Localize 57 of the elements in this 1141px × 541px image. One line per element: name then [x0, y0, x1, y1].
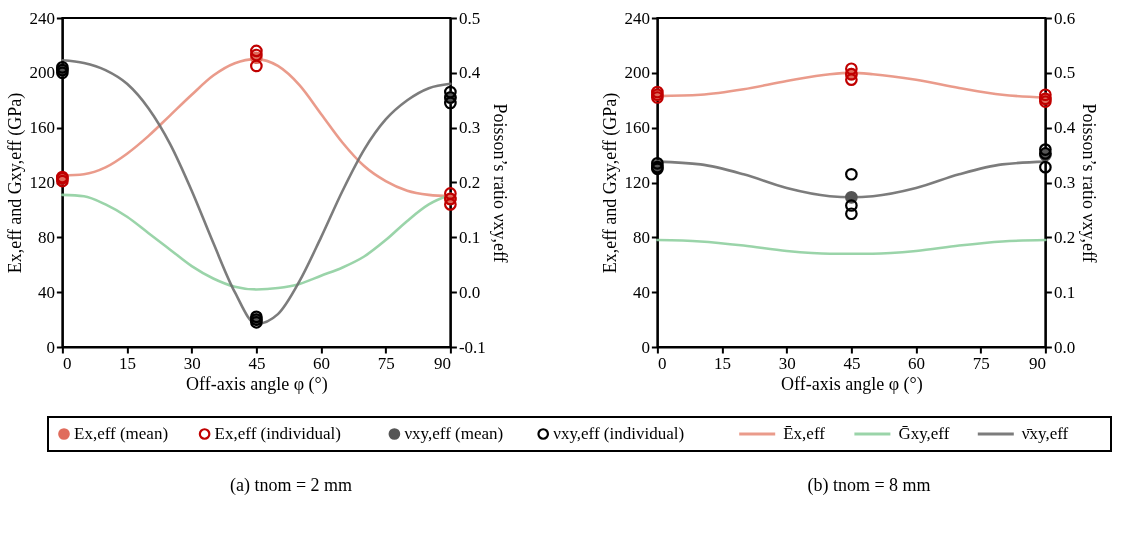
- x-tick-label: 75: [377, 353, 395, 373]
- x-axis-title: Off-axis angle φ (°): [186, 373, 328, 395]
- y-tick-label: 160: [624, 118, 650, 138]
- y2-tick-label: 0.4: [458, 63, 481, 83]
- y-tick-label: 240: [624, 8, 650, 28]
- y-tick-label: 80: [632, 227, 650, 247]
- x-tick-label: 30: [183, 353, 201, 373]
- y-tick-label: 80: [37, 227, 55, 247]
- y-tick-label: 40: [632, 282, 650, 302]
- legend-label: Ēx,eff: [783, 424, 826, 443]
- y-tick-label: 120: [29, 173, 55, 192]
- y-tick-label: 200: [624, 63, 650, 83]
- x-tick-label: 15: [714, 353, 732, 373]
- x-tick-label: 60: [908, 353, 926, 373]
- x-tick-label: 0: [657, 353, 667, 373]
- y2-tick-label: 0.0: [458, 282, 481, 302]
- legend-label: Ex,eff (individual): [214, 424, 341, 443]
- x-tick-label: 30: [778, 353, 796, 373]
- y2-axis-title: Poisson’s ratio νxy,eff: [489, 103, 510, 263]
- x-axis-title: Off-axis angle φ (°): [781, 373, 923, 395]
- y2-tick-label: 0.3: [1053, 173, 1076, 192]
- text: (a) tnom = 2 mm: [229, 475, 353, 496]
- y-axis-title: Ex,eff and Gxy,eff (GPa): [600, 92, 622, 274]
- y2-tick-label: 0.5: [1053, 63, 1076, 83]
- y2-tick-label: 0.4: [1053, 118, 1076, 138]
- x-tick-label: 90: [1028, 353, 1046, 373]
- y-tick-label: 40: [37, 282, 55, 302]
- x-tick-label: 75: [972, 353, 990, 373]
- x-tick-label: 0: [62, 353, 72, 373]
- y2-tick-label: -0.1: [458, 337, 486, 357]
- y2-tick-label: 0.1: [1053, 282, 1076, 302]
- x-tick-label: 15: [119, 353, 137, 373]
- y2-tick-label: 0.2: [458, 173, 481, 192]
- y-tick-label: 160: [29, 118, 55, 138]
- legend-label: ν̄xy,eff: [1021, 424, 1069, 443]
- legend-label: Ex,eff (mean): [74, 424, 169, 443]
- y2-tick-label: 0.5: [458, 8, 481, 28]
- y-tick-label: 0: [641, 337, 650, 357]
- x-tick-label: 45: [843, 353, 861, 373]
- y2-tick-label: 0.2: [1053, 227, 1076, 247]
- x-tick-label: 90: [433, 353, 451, 373]
- y2-tick-label: 0.3: [458, 118, 481, 138]
- y2-tick-label: 0.0: [1053, 337, 1076, 357]
- y-axis-title: Ex,eff and Gxy,eff (GPa): [5, 92, 27, 274]
- y-tick-label: 200: [29, 63, 55, 83]
- legend-label: Ḡxy,eff: [898, 424, 950, 443]
- text: (b) tnom = 8 mm: [807, 475, 931, 496]
- x-tick-label: 60: [313, 353, 331, 373]
- y-tick-label: 240: [29, 8, 55, 28]
- y2-tick-label: 0.1: [458, 227, 481, 247]
- legend-label: νxy,eff (individual): [553, 424, 685, 443]
- y2-axis-title: Poisson’s ratio νxy,eff: [1079, 103, 1100, 263]
- x-tick-label: 45: [248, 353, 266, 373]
- y-tick-label: 0: [46, 337, 55, 357]
- y2-tick-label: 0.6: [1053, 8, 1076, 28]
- legend-label: νxy,eff (mean): [404, 424, 504, 443]
- y-tick-label: 120: [624, 173, 650, 192]
